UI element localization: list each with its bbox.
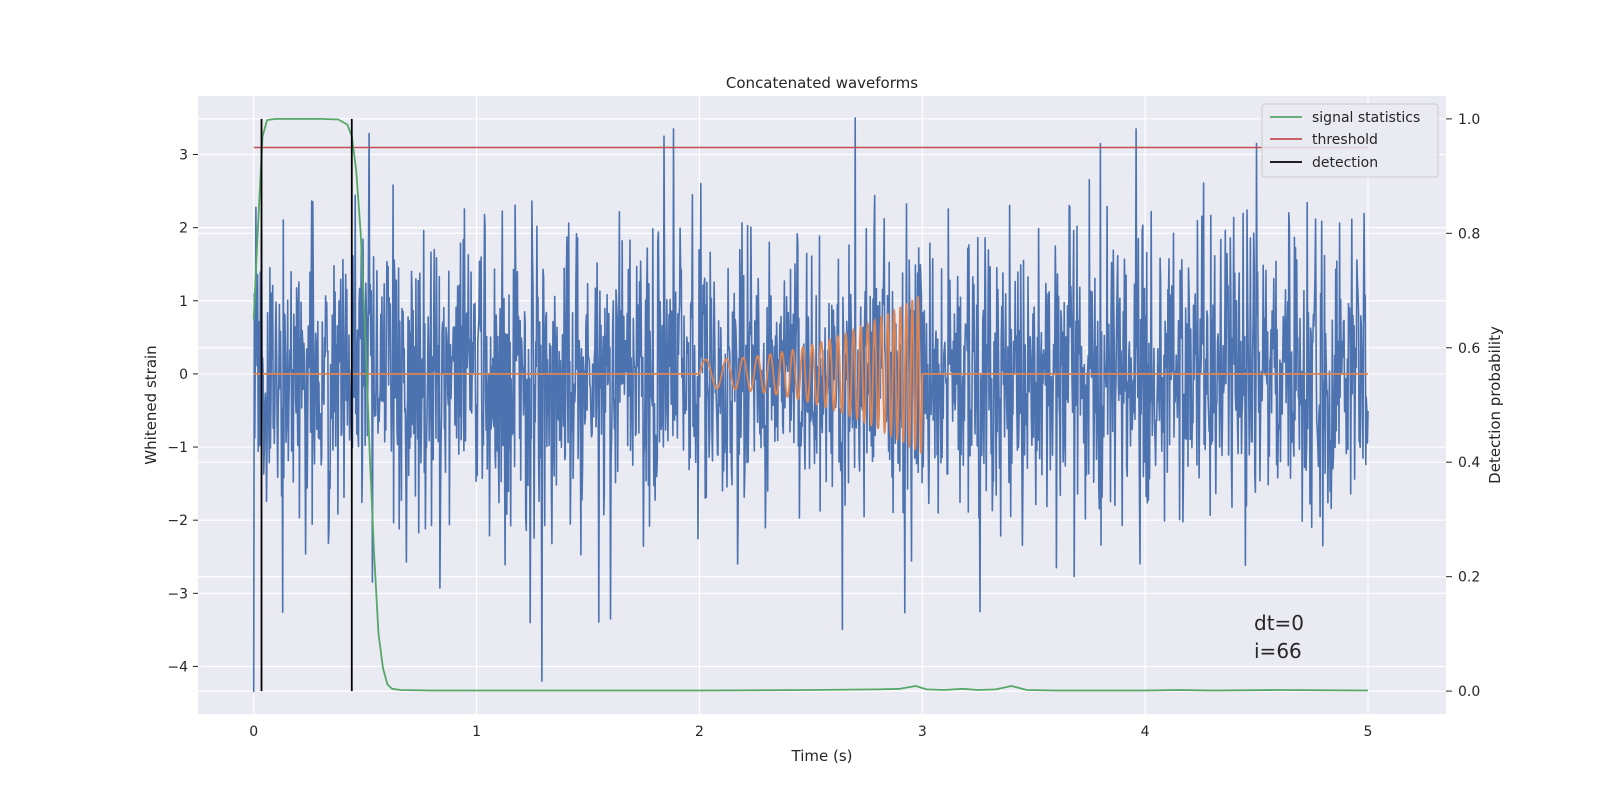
x-axis-label: Time (s) bbox=[791, 747, 853, 765]
legend: signal statistics threshold detection bbox=[1261, 103, 1439, 178]
y-axis-label-left: Whitened strain bbox=[142, 345, 160, 464]
y-right-tick-label: 0.2 bbox=[1458, 570, 1480, 586]
legend-label-detection: detection bbox=[1312, 155, 1378, 171]
legend-label-threshold: threshold bbox=[1312, 132, 1378, 148]
x-tick-label: 4 bbox=[1141, 724, 1150, 740]
y-left-tick-label: 2 bbox=[179, 221, 188, 237]
y-left-tick-label: −3 bbox=[167, 586, 188, 602]
y-right-tick-label: 0.6 bbox=[1458, 341, 1480, 357]
signal-statistics-line bbox=[252, 118, 1369, 692]
y-left-tick-label: −1 bbox=[167, 440, 188, 456]
chirp-series-line bbox=[253, 296, 1368, 454]
x-tick-label: 0 bbox=[249, 724, 258, 740]
y-right-tick-label: 0.8 bbox=[1458, 226, 1480, 242]
y-right-tick-label: 1.0 bbox=[1458, 112, 1480, 128]
y-left-tick-label: −2 bbox=[167, 513, 188, 529]
y-left-tick-label: 1 bbox=[179, 294, 188, 310]
y-left-tick-label: 0 bbox=[179, 367, 188, 383]
y-axis-label-right: Detection probability bbox=[1486, 326, 1504, 484]
y-right-tick-label: 0.0 bbox=[1458, 684, 1480, 700]
y-left-tick-label: −4 bbox=[167, 659, 188, 675]
noise-series-line bbox=[252, 117, 1369, 693]
tick-labels: 0 1 2 3 4 5 −4 −3 −2 −1 0 1 2 3 0.0 0.2 0.4 0.6 0.8 1.0 bbox=[167, 112, 1480, 740]
x-tick-label: 3 bbox=[918, 724, 927, 740]
y-left-tick-label: 3 bbox=[179, 148, 188, 164]
chart-title: Concatenated waveforms bbox=[726, 74, 918, 92]
series-group bbox=[252, 117, 1369, 693]
x-tick-label: 1 bbox=[472, 724, 481, 740]
legend-box bbox=[1261, 103, 1439, 178]
x-tick-label: 2 bbox=[695, 724, 704, 740]
y-right-tick-label: 0.4 bbox=[1458, 455, 1480, 471]
annotation-index: i=66 bbox=[1254, 639, 1302, 663]
legend-label-signal-statistics: signal statistics bbox=[1312, 110, 1420, 126]
annotation-dt: dt=0 bbox=[1254, 611, 1304, 635]
x-tick-label: 5 bbox=[1364, 724, 1373, 740]
